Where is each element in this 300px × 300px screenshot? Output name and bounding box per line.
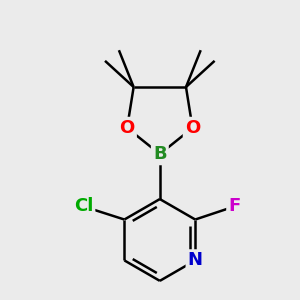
Text: N: N	[188, 251, 203, 269]
Text: O: O	[119, 119, 135, 137]
Text: O: O	[185, 119, 200, 137]
Text: F: F	[228, 197, 241, 215]
Text: B: B	[153, 145, 166, 163]
Text: Cl: Cl	[74, 197, 93, 215]
